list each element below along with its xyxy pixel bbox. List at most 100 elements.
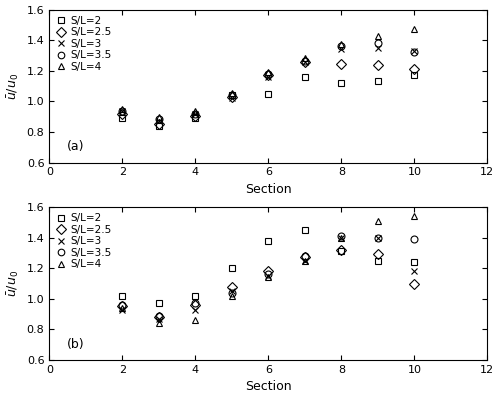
S/L=3.5: [229, 93, 235, 98]
S/L=3: [266, 273, 272, 278]
Line: S/L=2.5: S/L=2.5: [119, 59, 418, 127]
S/L=4: [229, 293, 235, 298]
S/L=3.5: [375, 41, 381, 45]
S/L=2.5: [302, 255, 308, 260]
S/L=2.5: [412, 281, 418, 286]
S/L=2.5: [192, 114, 198, 119]
Line: S/L=2: S/L=2: [119, 227, 418, 307]
Line: S/L=4: S/L=4: [119, 26, 418, 121]
S/L=2: [302, 227, 308, 232]
S/L=2: [266, 91, 272, 96]
S/L=4: [229, 91, 235, 95]
S/L=4: [338, 235, 344, 240]
S/L=3: [156, 118, 162, 123]
S/L=4: [192, 318, 198, 323]
S/L=3: [192, 307, 198, 312]
Line: S/L=3: S/L=3: [119, 44, 418, 124]
S/L=2: [412, 73, 418, 78]
S/L=2: [375, 79, 381, 84]
S/L=2: [192, 116, 198, 120]
S/L=2: [375, 258, 381, 263]
S/L=4: [266, 275, 272, 280]
S/L=2: [156, 123, 162, 128]
S/L=3.5: [192, 301, 198, 306]
X-axis label: Section: Section: [245, 380, 292, 393]
Y-axis label: $\bar{u}/u_0$: $\bar{u}/u_0$: [6, 73, 21, 100]
S/L=2: [229, 266, 235, 271]
S/L=2: [120, 293, 126, 298]
Line: S/L=3.5: S/L=3.5: [119, 40, 418, 123]
Text: (b): (b): [67, 338, 84, 351]
Legend: S/L=2, S/L=2.5, S/L=3, S/L=3.5, S/L=4: S/L=2, S/L=2.5, S/L=3, S/L=3.5, S/L=4: [52, 13, 114, 75]
S/L=3: [338, 46, 344, 51]
S/L=3.5: [302, 58, 308, 63]
S/L=3.5: [192, 111, 198, 116]
Line: S/L=2.5: S/L=2.5: [119, 246, 418, 321]
S/L=3: [302, 258, 308, 263]
S/L=2.5: [229, 284, 235, 289]
S/L=2.5: [156, 315, 162, 320]
S/L=3.5: [266, 71, 272, 76]
S/L=2: [302, 75, 308, 79]
S/L=3.5: [156, 117, 162, 122]
S/L=4: [302, 258, 308, 263]
S/L=2.5: [375, 252, 381, 257]
S/L=4: [338, 41, 344, 46]
S/L=3: [192, 112, 198, 117]
Line: S/L=2: S/L=2: [119, 72, 418, 129]
S/L=4: [120, 306, 126, 310]
Legend: S/L=2, S/L=2.5, S/L=3, S/L=3.5, S/L=4: S/L=2, S/L=2.5, S/L=3, S/L=3.5, S/L=4: [52, 210, 114, 273]
S/L=4: [412, 27, 418, 32]
S/L=3: [229, 289, 235, 294]
S/L=2.5: [302, 60, 308, 65]
S/L=3: [375, 45, 381, 50]
S/L=3: [120, 109, 126, 114]
S/L=3.5: [229, 290, 235, 295]
S/L=4: [302, 55, 308, 60]
Line: S/L=3.5: S/L=3.5: [119, 233, 418, 319]
S/L=4: [156, 115, 162, 120]
S/L=3: [338, 235, 344, 240]
S/L=2: [412, 260, 418, 265]
S/L=2: [229, 93, 235, 98]
S/L=3.5: [375, 235, 381, 240]
Y-axis label: $\bar{u}/u_0$: $\bar{u}/u_0$: [6, 270, 21, 297]
X-axis label: Section: Section: [245, 183, 292, 196]
S/L=3.5: [412, 50, 418, 55]
S/L=2: [120, 116, 126, 120]
S/L=2.5: [192, 302, 198, 307]
S/L=4: [375, 34, 381, 39]
S/L=2: [338, 249, 344, 254]
S/L=3: [412, 49, 418, 53]
S/L=2: [266, 238, 272, 243]
S/L=4: [156, 321, 162, 326]
S/L=3.5: [266, 272, 272, 277]
S/L=2.5: [120, 111, 126, 116]
S/L=2.5: [266, 73, 272, 78]
Text: (a): (a): [67, 140, 84, 154]
Line: S/L=4: S/L=4: [119, 213, 418, 327]
S/L=2: [192, 293, 198, 298]
S/L=3: [375, 235, 381, 240]
S/L=3: [302, 59, 308, 64]
S/L=2: [156, 301, 162, 306]
S/L=4: [192, 109, 198, 114]
S/L=3.5: [120, 302, 126, 307]
S/L=4: [120, 107, 126, 111]
S/L=2.5: [338, 247, 344, 252]
S/L=2.5: [266, 269, 272, 274]
S/L=3.5: [302, 253, 308, 258]
Line: S/L=3: S/L=3: [119, 234, 418, 322]
S/L=4: [412, 214, 418, 219]
S/L=2.5: [156, 121, 162, 126]
S/L=4: [266, 69, 272, 74]
S/L=3: [156, 316, 162, 321]
S/L=3.5: [338, 234, 344, 239]
S/L=3: [120, 307, 126, 312]
S/L=3.5: [156, 313, 162, 318]
S/L=3: [266, 75, 272, 79]
S/L=3.5: [120, 108, 126, 113]
S/L=2.5: [229, 95, 235, 99]
S/L=2.5: [338, 61, 344, 66]
S/L=2.5: [412, 67, 418, 72]
